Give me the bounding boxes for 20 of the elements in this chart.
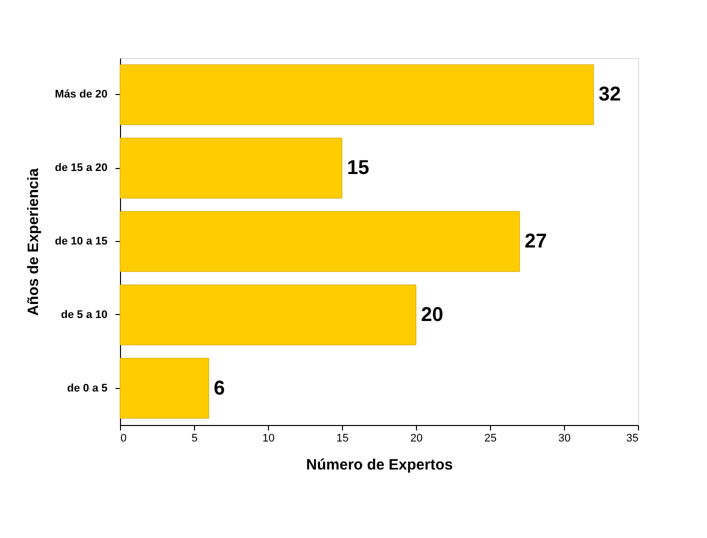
x-tick-label: 20 bbox=[410, 432, 423, 444]
x-axis-title: Número de Expertos bbox=[306, 456, 453, 474]
y-tick-label: de 15 a 20 bbox=[54, 162, 108, 174]
data-label: 20 bbox=[421, 304, 444, 326]
y-tick-label: de 5 a 10 bbox=[61, 308, 108, 321]
data-label: 27 bbox=[524, 230, 547, 252]
data-label: 32 bbox=[598, 84, 621, 106]
y-tick-label: de 0 a 5 bbox=[67, 382, 108, 394]
x-tick-label: 25 bbox=[484, 432, 497, 444]
x-tick-label: 10 bbox=[262, 432, 275, 444]
x-tick-label: 35 bbox=[626, 432, 638, 444]
y-tick-label: Más de 20 bbox=[54, 88, 108, 101]
x-tick-label: 0 bbox=[120, 432, 127, 444]
y-tick-label: de 10 a 15 bbox=[54, 236, 108, 248]
x-tick-label: 30 bbox=[558, 432, 571, 444]
x-tick-label: 15 bbox=[336, 432, 349, 444]
data-label: 15 bbox=[347, 157, 370, 180]
y-axis-title: Años de Experiencia bbox=[24, 168, 42, 316]
x-tick-label: 5 bbox=[191, 432, 198, 444]
data-label: 6 bbox=[214, 377, 225, 400]
